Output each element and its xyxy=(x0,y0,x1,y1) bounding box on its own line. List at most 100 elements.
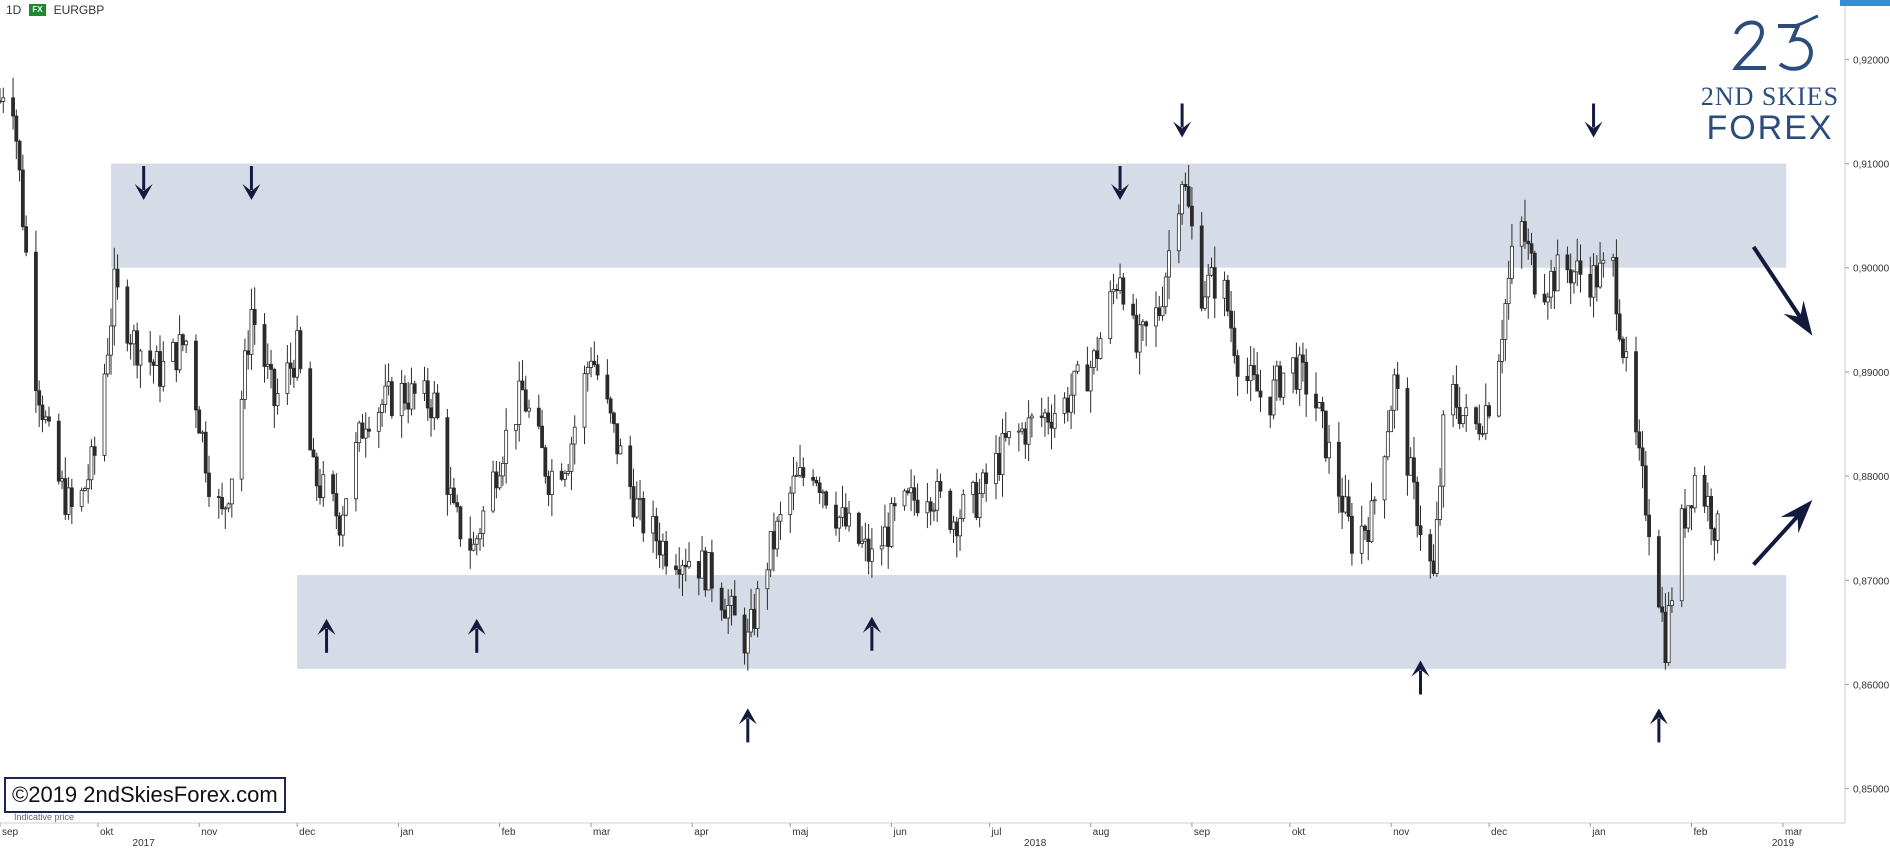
candle-body xyxy=(1167,250,1171,278)
candle xyxy=(468,516,473,569)
candle xyxy=(403,375,407,411)
candle-body xyxy=(994,452,998,484)
candle xyxy=(1461,415,1465,428)
candle-body xyxy=(749,608,753,633)
candle xyxy=(478,527,482,551)
candle xyxy=(24,215,29,257)
candle xyxy=(1258,369,1263,413)
candle xyxy=(1052,394,1057,438)
candle-body xyxy=(768,531,773,571)
candle-body xyxy=(1503,303,1508,340)
candle-body xyxy=(1141,321,1145,326)
symbol-label[interactable]: EURGBP xyxy=(53,3,105,17)
candle-body xyxy=(1601,259,1606,264)
candle-body xyxy=(1359,525,1364,554)
candle xyxy=(161,341,166,392)
candle-body xyxy=(1578,260,1583,275)
candle-body xyxy=(425,380,430,409)
month-tick-label: dec xyxy=(1491,827,1507,838)
candle-body xyxy=(879,545,884,550)
candle xyxy=(148,330,153,376)
candle xyxy=(915,483,920,517)
candle xyxy=(1297,346,1302,406)
candle xyxy=(1382,455,1387,519)
candle xyxy=(1487,402,1491,419)
price-tick-label: 0,86000 xyxy=(1853,680,1890,691)
candle-body xyxy=(775,520,780,550)
candle-body xyxy=(961,493,966,519)
candle-body xyxy=(246,350,251,355)
candle xyxy=(928,497,933,526)
interval-label[interactable]: 1D xyxy=(6,3,22,17)
candle-body xyxy=(79,490,84,507)
candle-body xyxy=(1062,397,1067,414)
candle-body xyxy=(1500,338,1505,362)
month-tick-label: dec xyxy=(299,827,315,838)
candle xyxy=(252,287,257,345)
resistance-zone xyxy=(111,163,1787,268)
candle xyxy=(1232,310,1237,364)
candle-body xyxy=(367,428,371,432)
candle-body xyxy=(1294,357,1299,390)
candle xyxy=(1039,397,1044,428)
candle-body xyxy=(1621,338,1625,358)
candle-body xyxy=(883,526,887,547)
candle xyxy=(1131,294,1136,320)
candle-body xyxy=(386,381,391,387)
candle xyxy=(798,444,802,478)
candle xyxy=(657,522,662,569)
candle xyxy=(1075,360,1080,375)
candle xyxy=(1565,246,1570,283)
candle-body xyxy=(337,515,342,536)
candle xyxy=(318,468,322,505)
candle-body xyxy=(11,97,15,117)
candle-body xyxy=(1176,213,1181,252)
candle xyxy=(220,482,224,515)
candle-body xyxy=(745,631,750,654)
candle xyxy=(1225,275,1230,317)
candle xyxy=(817,476,822,504)
month-tick-label: maj xyxy=(792,827,808,838)
candle xyxy=(1157,295,1162,321)
candle-body xyxy=(1545,296,1550,303)
candle-body xyxy=(1519,221,1524,247)
candle xyxy=(14,109,19,160)
logo-swirl-icon xyxy=(1732,14,1819,71)
candle xyxy=(863,522,868,562)
candle xyxy=(932,503,936,521)
candle-body xyxy=(471,543,476,551)
arrow-head xyxy=(1411,660,1430,677)
candle xyxy=(974,472,979,521)
candle xyxy=(1640,431,1645,489)
candle xyxy=(902,488,907,511)
candle xyxy=(1301,342,1305,382)
candle-body xyxy=(161,360,166,387)
candle-body xyxy=(272,368,277,407)
candle xyxy=(1510,224,1514,285)
candle-body xyxy=(1065,397,1070,413)
candle-body xyxy=(92,446,97,456)
candle xyxy=(912,475,917,516)
candle xyxy=(1186,165,1191,209)
candle xyxy=(1359,505,1364,564)
candle-body xyxy=(112,268,117,327)
arrow-down-icon xyxy=(1111,166,1130,201)
candle xyxy=(1046,396,1051,435)
month-tick-label: mar xyxy=(1785,827,1803,838)
candle xyxy=(994,435,998,500)
candle xyxy=(563,470,567,487)
candle-body xyxy=(869,548,874,562)
candle-body xyxy=(223,507,228,510)
candle xyxy=(843,493,848,530)
candle-body xyxy=(1301,354,1305,363)
candle-body xyxy=(1689,505,1694,509)
candle xyxy=(856,511,861,547)
candle-body xyxy=(696,561,701,579)
candle xyxy=(269,349,273,389)
candle xyxy=(171,338,175,363)
candle-body xyxy=(252,309,257,325)
candle-body xyxy=(641,497,646,534)
arrow-up-icon xyxy=(1649,708,1668,743)
candle xyxy=(1343,474,1348,515)
candle xyxy=(592,341,597,368)
